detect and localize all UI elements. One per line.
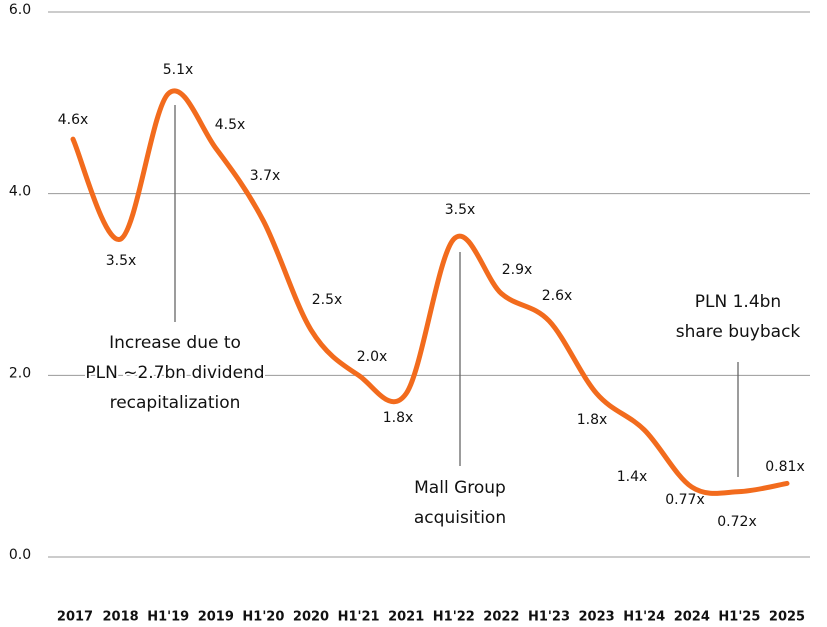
x-tick-label: H1'22 xyxy=(433,610,475,625)
x-tick-label: H1'20 xyxy=(242,610,284,625)
x-tick-label: 2020 xyxy=(293,610,329,625)
annotation: share buyback xyxy=(676,322,801,342)
x-tick-label: 2019 xyxy=(198,610,234,625)
x-tick-label: 2024 xyxy=(674,610,710,625)
annotation: recapitalization xyxy=(110,393,241,413)
data-label: 3.7x xyxy=(250,168,281,184)
data-label: 2.9x xyxy=(502,262,533,278)
x-tick-label: 2017 xyxy=(57,610,93,625)
annotation: PLN 1.4bn xyxy=(695,292,781,312)
data-label: 1.8x xyxy=(577,412,608,428)
data-label: 1.8x xyxy=(383,410,414,426)
line xyxy=(70,88,790,496)
data-label: 3.5x xyxy=(445,202,476,218)
data-label: 2.5x xyxy=(312,292,343,308)
data-label: 0.72x xyxy=(717,514,756,530)
x-tick-label: H1'23 xyxy=(528,610,570,625)
data-label: 4.6x xyxy=(58,112,89,128)
annotation: Increase due to xyxy=(109,333,241,353)
x-tick-label: H1'21 xyxy=(338,610,380,625)
annotation: acquisition xyxy=(414,508,506,528)
x-tick-label: H1'24 xyxy=(623,610,665,625)
y-tick-label: 0.0 xyxy=(9,547,31,563)
x-tick-label: 2025 xyxy=(769,610,805,625)
data-label: 1.4x xyxy=(617,469,648,485)
data-label: 3.5x xyxy=(106,253,137,269)
data-label: 0.81x xyxy=(765,459,804,475)
annotation: Mall Group xyxy=(414,478,506,498)
y-tick-label: 6.0 xyxy=(9,2,31,18)
y-tick-label: 2.0 xyxy=(9,365,31,381)
data-label: 5.1x xyxy=(163,62,194,78)
y-tick-label: 4.0 xyxy=(9,184,31,200)
x-tick-label: H1'25 xyxy=(718,610,760,625)
x-tick-label: H1'19 xyxy=(147,610,189,625)
x-tick-label: 2018 xyxy=(103,610,139,625)
data-label: 2.0x xyxy=(357,349,388,365)
data-label: 4.5x xyxy=(215,117,246,133)
x-tick-label: 2022 xyxy=(483,610,519,625)
x-tick-label: 2023 xyxy=(579,610,615,625)
data-label: 2.6x xyxy=(542,288,573,304)
annotation: PLN ~2.7bn dividend xyxy=(85,363,264,383)
data-label: 0.77x xyxy=(665,492,704,508)
x-tick-label: 2021 xyxy=(388,610,424,625)
